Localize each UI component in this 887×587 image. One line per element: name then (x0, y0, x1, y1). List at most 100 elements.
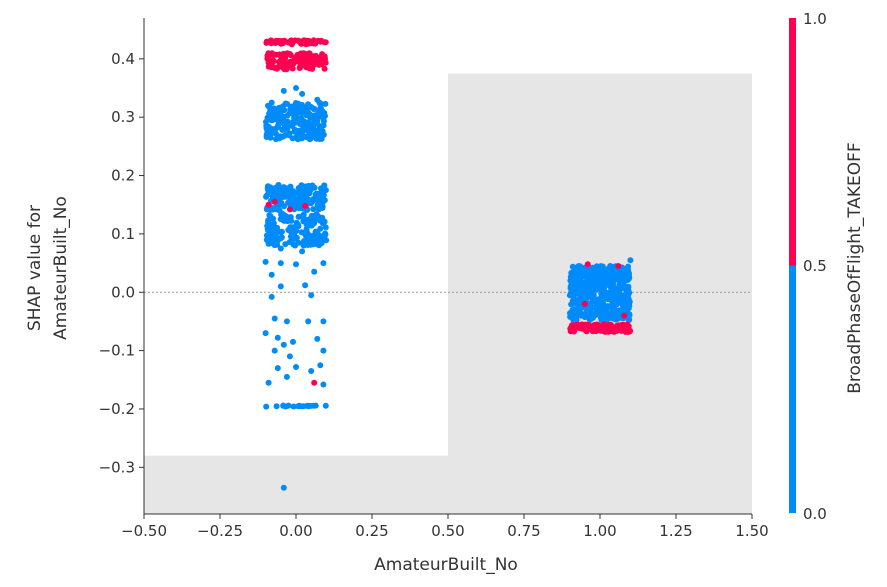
scatter-point (303, 127, 310, 134)
scatter-point (310, 37, 317, 44)
histogram-bar-0 (144, 455, 448, 514)
scatter-point (601, 287, 607, 294)
scatter-point (268, 115, 274, 122)
scatter-point (293, 261, 299, 268)
scatter-point (266, 212, 273, 219)
scatter-point (625, 327, 632, 333)
scatter-point (278, 53, 285, 60)
scatter-point (313, 129, 320, 136)
scatter-point (294, 58, 301, 65)
scatter-point (614, 285, 621, 292)
scatter-point (262, 330, 269, 337)
scatter-point (311, 184, 318, 191)
scatter-point (287, 196, 294, 203)
scatter-point (293, 85, 299, 91)
scatter-point (600, 312, 607, 319)
scatter-point (280, 484, 287, 491)
scatter-point (303, 221, 310, 228)
scatter-point (280, 114, 287, 121)
histogram-background (144, 73, 752, 514)
scatter-point (624, 321, 631, 328)
colorbar-label: BroadPhaseOfFlight_TAKEOFF (845, 142, 865, 394)
scatter-point (306, 136, 313, 143)
scatter-point (581, 300, 588, 307)
x-tick-label: 0.50 (431, 522, 464, 540)
scatter-point (314, 118, 321, 125)
scatter-point (581, 290, 588, 297)
scatter-point (297, 64, 304, 71)
y-tick-label: 0.1 (111, 225, 135, 243)
scatter-point (263, 134, 270, 140)
y-tick-label: 0.4 (111, 50, 135, 68)
scatter-point (316, 122, 323, 129)
y-axis-label-line2: AmateurBuilt_No (51, 196, 71, 340)
axes: −0.50 −0.25 0.00 0.25 0.50 0.75 1.00 1.25 1.50 −… (99, 18, 769, 540)
scatter-point (322, 232, 329, 238)
scatter-point (274, 365, 281, 372)
scatter-point (271, 198, 278, 205)
scatter-point (597, 269, 604, 276)
scatter-point (590, 314, 596, 321)
y-tick-label: −0.2 (99, 400, 135, 418)
scatter-point (271, 315, 278, 322)
x-axis-label: AmateurBuilt_No (374, 555, 518, 575)
scatter-point (302, 62, 309, 69)
scatter-point (263, 39, 270, 46)
scatter-point (602, 273, 609, 280)
scatter-point (610, 283, 617, 290)
y-tick-label: −0.1 (99, 342, 135, 360)
scatter-point (596, 296, 603, 302)
scatter-point (291, 114, 297, 121)
scatter-point (317, 38, 324, 45)
scatter-point (625, 263, 632, 270)
scatter-point (320, 381, 327, 388)
scatter-point (611, 328, 618, 335)
scatter-point (276, 135, 283, 142)
scatter-point (291, 197, 298, 204)
scatter-point (312, 228, 319, 235)
scatter-point (320, 347, 327, 354)
scatter-point (308, 292, 315, 299)
scatter-point (287, 39, 294, 46)
scatter-point (604, 312, 611, 319)
scatter-point (320, 192, 327, 199)
scatter-point (602, 328, 609, 335)
y-axis-label-line1: SHAP value for (25, 205, 45, 331)
scatter-point (590, 284, 597, 291)
scatter-point (322, 100, 329, 107)
scatter-point (284, 218, 291, 225)
scatter-point (573, 270, 579, 277)
scatter-point (277, 283, 284, 290)
scatter-point (286, 206, 293, 213)
scatter-point (292, 242, 299, 249)
scatter-point (265, 123, 272, 130)
scatter-point (263, 403, 270, 410)
scatter-point (567, 283, 574, 290)
scatter-point (286, 353, 293, 360)
scatter-point (615, 263, 622, 269)
scatter-point (582, 272, 589, 279)
scatter-point (295, 185, 302, 192)
scatter-point (272, 184, 279, 191)
scatter-point (568, 325, 575, 331)
colorbar-tick-label-low: 0.0 (803, 505, 827, 523)
scatter-point (609, 274, 616, 281)
scatter-point (600, 301, 607, 308)
scatter-point (297, 403, 304, 410)
scatter-point (623, 306, 630, 313)
scatter-point (574, 312, 581, 319)
scatter-point (264, 183, 271, 190)
scatter-point (311, 217, 318, 224)
colorbar: 1.0 0.5 0.0 BroadPhaseOfFlight_TAKEOFF (789, 10, 865, 523)
scatter-point (273, 111, 280, 117)
scatter-point (621, 312, 628, 319)
scatter-point (284, 120, 291, 127)
scatter-point (280, 188, 287, 195)
scatter-point (299, 195, 306, 202)
scatter-point (305, 37, 312, 44)
scatter-point (269, 50, 276, 57)
x-tick-label: 1.00 (583, 522, 616, 540)
scatter-point (263, 232, 270, 239)
scatter-point (315, 206, 322, 213)
scatter-point (287, 52, 294, 59)
